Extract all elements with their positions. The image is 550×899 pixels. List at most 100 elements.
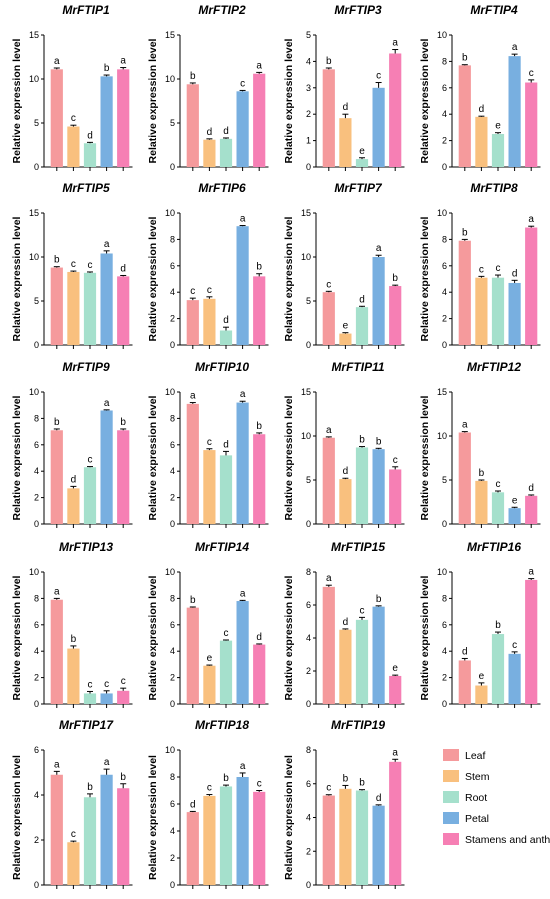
panel-title: MrFTIP16	[467, 540, 521, 554]
y-tick-label: 6	[442, 261, 447, 271]
bar-petal	[100, 410, 113, 524]
bar-root	[83, 143, 97, 167]
bar-stem	[203, 298, 216, 345]
y-axis-label: Relative expression level	[419, 216, 431, 341]
significance-letter: c	[207, 285, 212, 296]
bar-petal	[372, 606, 385, 704]
bar-stamens-and-anthers	[389, 761, 402, 885]
bar-leaf	[50, 430, 63, 524]
panel-MrFTIP7: MrFTIP7 Relative expression level 0 5 10 15 c e…	[283, 181, 405, 350]
significance-letter: d	[87, 130, 93, 141]
y-tick-label: 6	[442, 620, 447, 630]
panel-MrFTIP11: MrFTIP11 Relative expression level 0 5 10 15 a…	[283, 360, 405, 529]
significance-letter: a	[54, 56, 60, 67]
bar-root	[83, 797, 97, 885]
bar-petal	[236, 777, 249, 885]
significance-letter: b	[462, 53, 468, 64]
significance-letter: e	[343, 321, 349, 332]
significance-letter: a	[120, 56, 126, 67]
significance-letter: a	[240, 214, 246, 225]
y-tick-label: 10	[165, 74, 175, 84]
significance-letter: b	[71, 634, 77, 645]
significance-letter: a	[392, 747, 398, 758]
bar-stem	[67, 842, 80, 885]
bar-stamens-and-anthers	[117, 69, 130, 167]
bar-stamens-and-anthers	[117, 276, 130, 345]
bar-stamens-and-anthers	[389, 469, 402, 524]
significance-letter: d	[528, 483, 534, 494]
y-axis-label: Relative expression level	[147, 395, 159, 520]
significance-letter: c	[104, 679, 109, 690]
bar-root	[219, 640, 233, 704]
bar-stem	[67, 488, 80, 524]
y-tick-label: 6	[170, 440, 175, 450]
bar-root	[355, 307, 369, 345]
significance-letter: a	[528, 567, 534, 578]
y-tick-label: 6	[34, 745, 39, 755]
y-axis-label: Relative expression level	[283, 216, 295, 341]
bar-root	[355, 447, 369, 524]
significance-letter: b	[343, 773, 349, 784]
bar-root	[219, 786, 233, 885]
significance-letter: b	[376, 436, 382, 447]
bar-petal	[100, 76, 113, 167]
significance-letter: c	[240, 78, 245, 89]
significance-letter: b	[87, 782, 93, 793]
significance-letter: b	[359, 778, 365, 789]
significance-letter: c	[257, 779, 262, 790]
bar-stamens-and-anthers	[253, 644, 266, 704]
panel-title: MrFTIP9	[62, 360, 110, 374]
bar-stem	[203, 795, 216, 885]
panel-MrFTIP3: MrFTIP3 Relative expression level 0 1 2 3 4 5 b d…	[283, 3, 405, 172]
y-tick-label: 8	[170, 772, 175, 782]
bar-stamens-and-anthers	[525, 579, 538, 704]
y-axis-label: Relative expression level	[11, 216, 23, 341]
panel-title: MrFTIP13	[59, 540, 113, 554]
legend-swatch-stamens-and-anthers	[443, 833, 459, 845]
significance-letter: d	[207, 127, 213, 138]
y-tick-label: 4	[170, 466, 175, 476]
significance-letter: c	[190, 286, 195, 297]
significance-letter: a	[528, 214, 534, 225]
significance-letter: c	[529, 68, 534, 79]
panel-title: MrFTIP2	[198, 3, 246, 17]
significance-letter: d	[223, 315, 229, 326]
y-tick-label: 10	[437, 208, 447, 218]
panel-MrFTIP13: MrFTIP13 Relative expression level 0 2 4 6 8 10…	[11, 540, 133, 709]
y-tick-label: 15	[301, 387, 311, 397]
bar-root	[355, 159, 369, 167]
significance-letter: c	[71, 113, 76, 124]
bar-petal	[100, 693, 113, 704]
bar-petal	[372, 87, 385, 167]
significance-letter: b	[120, 772, 126, 783]
significance-letter: d	[343, 617, 349, 628]
panel-title: MrFTIP12	[467, 360, 521, 374]
bar-petal	[508, 56, 521, 168]
y-tick-label: 8	[442, 593, 447, 603]
bar-stamens-and-anthers	[525, 495, 538, 524]
legend-swatch-stem	[443, 770, 459, 782]
y-tick-label: 6	[34, 440, 39, 450]
legend: Leaf Stem Root Petal Stamens and anthers	[443, 749, 550, 846]
significance-letter: b	[104, 63, 110, 74]
panel-title: MrFTIP1	[62, 3, 110, 17]
significance-letter: d	[479, 104, 485, 115]
significance-letter: c	[71, 259, 76, 270]
y-axis-label: Relative expression level	[11, 395, 23, 520]
significance-letter: c	[121, 676, 126, 687]
significance-letter: a	[240, 761, 246, 772]
significance-letter: b	[326, 56, 332, 67]
panel-MrFTIP17: MrFTIP17 Relative expression level 0 2 4 6 a c b…	[11, 718, 133, 890]
significance-letter: a	[392, 38, 398, 49]
bar-stamens-and-anthers	[253, 276, 266, 345]
y-tick-label: 8	[306, 745, 311, 755]
panel-MrFTIP6: MrFTIP6 Relative expression level 0 2 4 6 8 10 c…	[147, 181, 269, 350]
significance-letter: c	[376, 71, 381, 82]
legend-label: Stem	[465, 771, 490, 783]
significance-letter: b	[54, 417, 60, 428]
bar-stamens-and-anthers	[389, 286, 402, 345]
significance-letter: d	[462, 646, 468, 657]
significance-letter: d	[223, 126, 229, 137]
y-tick-label: 4	[34, 466, 39, 476]
y-tick-label: 4	[442, 109, 447, 119]
